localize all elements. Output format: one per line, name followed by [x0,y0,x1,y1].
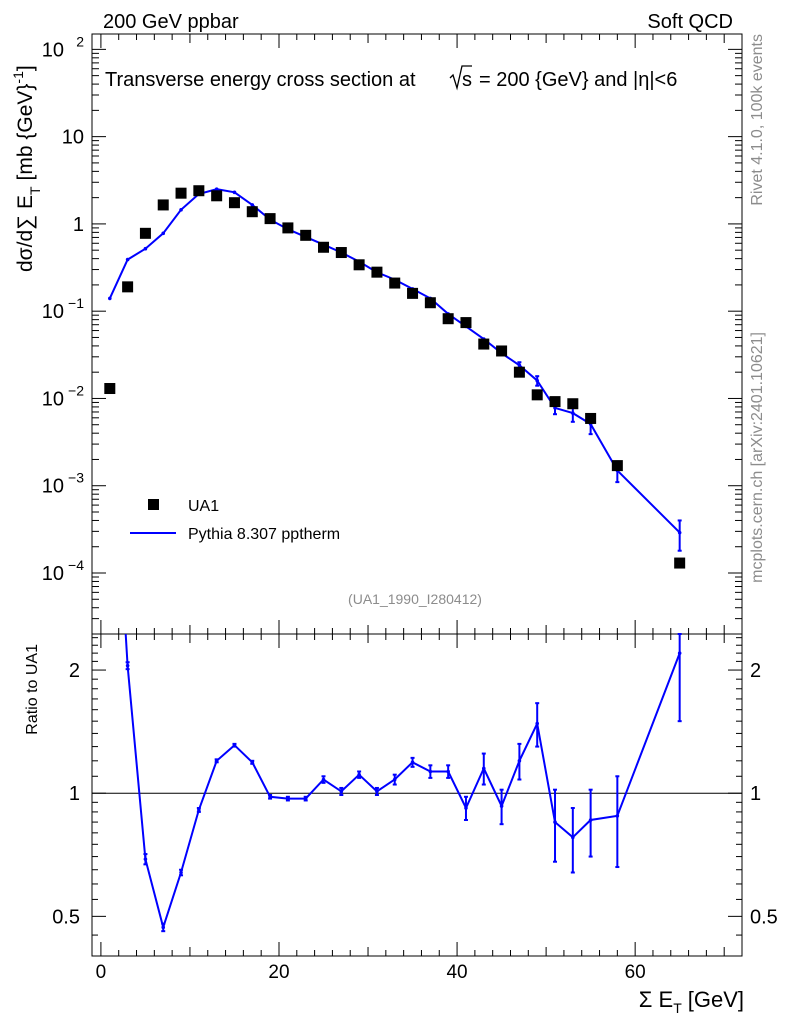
ylabel-sub: T [27,186,43,195]
data-point [531,389,543,401]
x-tick-label: 60 [625,962,646,983]
y-tick-label-main: 10 [42,476,64,498]
x-tick-label: 40 [446,962,467,983]
y-tick-label-main: 10 [62,127,84,149]
y-axis-label-main: dσ/d∑ ET [mb {GeV}-1] [10,65,43,272]
sqrt-symbol [449,65,472,91]
data-point [353,259,365,271]
xlabel-main: Σ E [639,987,673,1012]
plot-title-tail: = 200 {GeV} and |η|<6 [479,69,677,91]
data-point [157,199,169,211]
mc-point [250,203,255,207]
mc-point [143,246,148,251]
ratio-line [124,634,681,931]
main-mc-series [108,187,682,552]
ylabel-exp: -1 [10,71,26,84]
data-point [211,190,223,202]
header-right: Soft QCD [647,11,733,33]
y-tick-label-main: 10 [42,563,64,585]
ylabel-close: ] [14,65,37,71]
y-tick-label-ratio-right: 1 [750,783,761,805]
y-tick-label-main: 10 [42,388,64,410]
mc-point [161,231,166,236]
mc-point [125,257,130,262]
y-tick-label-ratio-right: 2 [750,660,761,682]
data-point [318,241,330,253]
ylabel-main: dσ/d∑ E [14,195,37,272]
y-tick-label-ratio-right: 0.5 [750,906,778,928]
y-tick-label-ratio: 1 [69,783,80,805]
plot-title: Transverse energy cross section at s = 2… [105,65,677,91]
main-plot-frame [91,33,743,635]
mc-point [179,208,183,212]
legend-label-ua1: UA1 [188,498,219,515]
mc-point [214,187,219,191]
legend-marker-ua1 [148,499,159,510]
data-point [407,287,419,299]
x-axis-label: Σ ET [GeV] [639,987,744,1016]
xlabel-units: [GeV] [688,987,744,1012]
y-tick-exponent-main: −3 [68,470,84,486]
rivet-version-label: Rivet 4.1.0, 100k events [749,34,766,206]
data-point [478,338,490,350]
data-point [246,206,258,218]
data-point [460,317,472,329]
data-point [371,266,383,278]
data-point [585,412,597,424]
xlabel-sub: T [673,1000,682,1016]
data-point [513,366,525,378]
plot-title-sqrt-arg: s [462,69,472,91]
y-tick-exponent-main: −4 [68,557,84,573]
mcplots-reference-label: mcplots.cern.ch [arXiv:2401.10621] [749,332,766,583]
data-point [389,277,401,289]
y-tick-exponent-main: 2 [76,33,84,49]
ylabel-units: [mb {GeV} [14,84,37,181]
data-point [442,313,454,325]
y-tick-exponent-main: −1 [68,295,84,311]
x-tick-label: 0 [96,962,107,983]
data-point [122,281,134,293]
data-point [549,396,561,408]
data-point [175,187,187,199]
y-tick-label-main: 10 [42,39,64,61]
analysis-id-label: (UA1_1990_I280412) [348,591,482,607]
y-axis-label-ratio: Ratio to UA1 [24,644,41,735]
ratio-plot-frame [91,633,743,957]
plot-title-text: Transverse energy cross section at [105,69,416,91]
data-point [139,227,151,239]
data-point [611,460,623,472]
data-point [300,229,312,241]
mc-line [108,188,681,534]
data-point [567,398,579,410]
y-tick-exponent-main: −2 [68,382,84,398]
y-tick-label-main: 10 [42,301,64,323]
data-point [193,185,205,197]
ratio-mc-series [124,633,682,933]
data-point [282,222,294,234]
svg-text:dσ/d∑ ET[mb {GeV}-1]: dσ/d∑ ET [mb {GeV}-1] [10,65,43,272]
y-tick-label-main: 1 [73,214,84,236]
data-point [424,297,436,309]
data-point [496,345,508,357]
legend: UA1 Pythia 8.307 pptherm [130,498,340,543]
y-tick-label-ratio: 0.5 [52,906,80,928]
main-data-series [104,185,686,569]
ratio-axes: 0 20 40 60 0.5 0.5 1 1 2 2 [52,634,778,983]
mc-point [232,190,237,195]
data-point [228,197,240,209]
data-point [104,383,116,395]
legend-label-pythia: Pythia 8.307 pptherm [188,526,340,543]
y-tick-label-ratio: 2 [69,660,80,682]
data-point [674,557,686,569]
header-left: 200 GeV ppbar [103,11,239,33]
x-tick-label: 20 [268,962,289,983]
data-point [264,213,276,225]
mc-point [108,296,112,301]
data-point [335,247,347,259]
